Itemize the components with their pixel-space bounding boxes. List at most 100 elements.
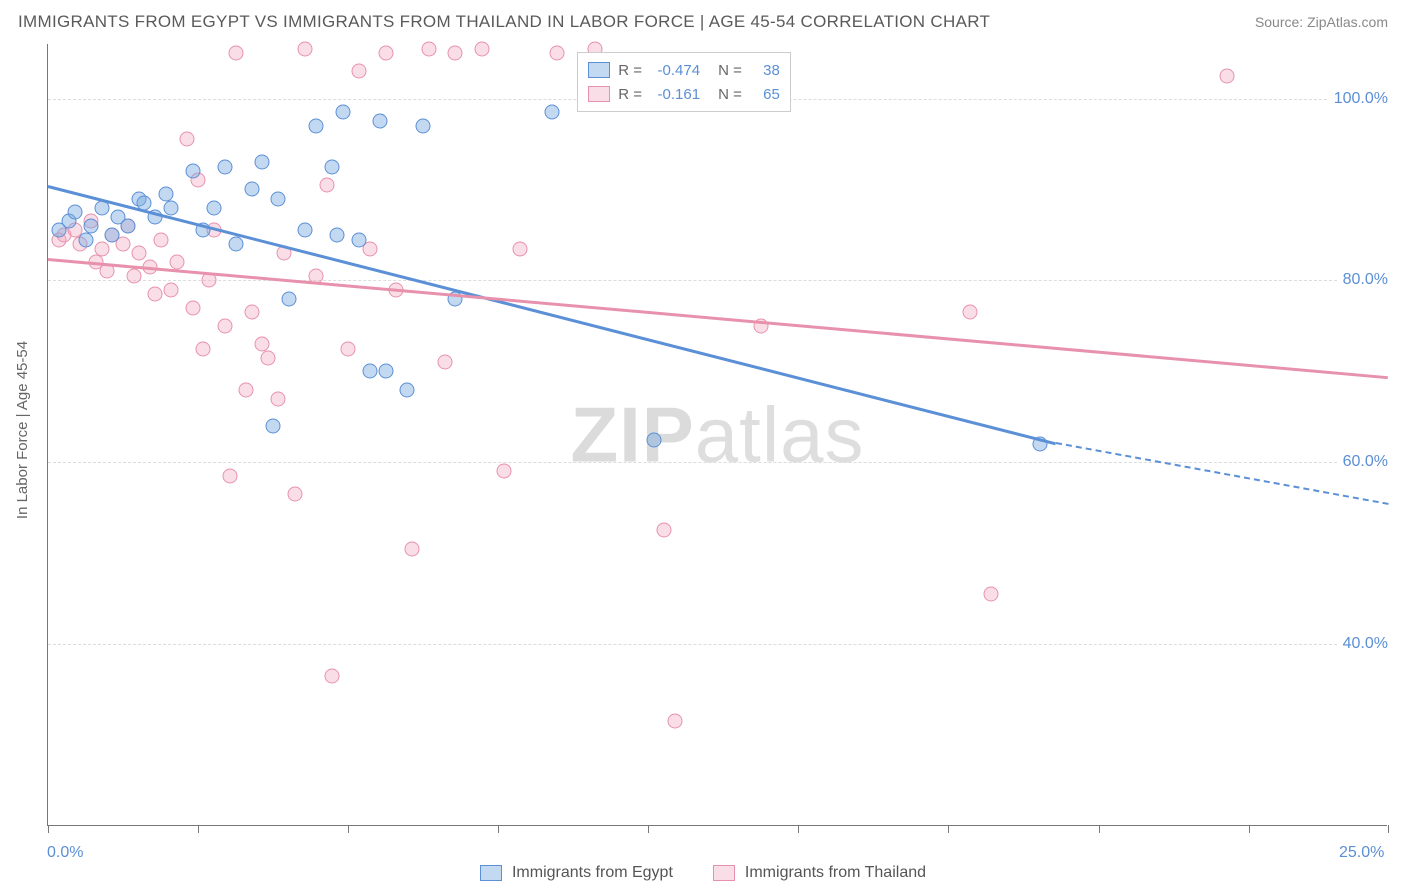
x-tick <box>348 825 349 833</box>
scatter-point <box>148 287 163 302</box>
scatter-point <box>373 114 388 129</box>
scatter-point <box>319 177 334 192</box>
chart-header: IMMIGRANTS FROM EGYPT VS IMMIGRANTS FROM… <box>0 0 1406 44</box>
legend-swatch <box>588 62 610 78</box>
stat-label: R = <box>618 86 642 103</box>
scatter-point <box>298 223 313 238</box>
scatter-point <box>228 237 243 252</box>
scatter-point <box>512 241 527 256</box>
r-value: -0.161 <box>650 86 700 103</box>
gridline <box>48 280 1387 281</box>
gridline <box>48 462 1387 463</box>
x-tick <box>648 825 649 833</box>
legend-bottom: Immigrants from Egypt Immigrants from Th… <box>0 864 1406 882</box>
scatter-point <box>341 341 356 356</box>
x-tick <box>498 825 499 833</box>
gridline <box>48 644 1387 645</box>
scatter-point <box>153 232 168 247</box>
scatter-point <box>657 523 672 538</box>
stat-label: R = <box>618 62 642 79</box>
scatter-point <box>105 227 120 242</box>
correlation-legend: R = -0.474 N = 38 R = -0.161 N = 65 <box>577 52 791 112</box>
scatter-point <box>335 105 350 120</box>
scatter-point <box>266 418 281 433</box>
scatter-point <box>244 182 259 197</box>
legend-swatch-pink <box>713 865 735 881</box>
scatter-point <box>298 41 313 56</box>
stat-label: N = <box>718 86 742 103</box>
scatter-point <box>668 714 683 729</box>
scatter-point <box>244 305 259 320</box>
scatter-point <box>185 164 200 179</box>
scatter-point <box>271 191 286 206</box>
scatter-point <box>351 64 366 79</box>
scatter-point <box>94 241 109 256</box>
scatter-point <box>164 200 179 215</box>
x-tick <box>198 825 199 833</box>
scatter-point <box>325 668 340 683</box>
legend-label-egypt: Immigrants from Egypt <box>512 864 673 882</box>
scatter-point <box>185 300 200 315</box>
scatter-point <box>196 341 211 356</box>
scatter-point <box>217 318 232 333</box>
plot-area: ZIPatlas 40.0%60.0%80.0%100.0%R =-0.474N… <box>47 44 1387 826</box>
x-axis-label-max: 25.0% <box>1339 844 1384 862</box>
scatter-point <box>239 382 254 397</box>
x-tick <box>1099 825 1100 833</box>
r-value: -0.474 <box>650 62 700 79</box>
y-tick-label: 40.0% <box>1337 635 1388 653</box>
x-tick <box>948 825 949 833</box>
scatter-point <box>180 132 195 147</box>
legend-swatch-blue <box>480 865 502 881</box>
n-value: 38 <box>750 62 780 79</box>
x-tick <box>1388 825 1389 833</box>
scatter-point <box>351 232 366 247</box>
scatter-point <box>378 364 393 379</box>
trend-line-extrapolated <box>1055 442 1388 505</box>
scatter-point <box>121 218 136 233</box>
x-tick <box>798 825 799 833</box>
legend-item-thailand: Immigrants from Thailand <box>713 864 926 882</box>
scatter-point <box>400 382 415 397</box>
scatter-point <box>78 232 93 247</box>
scatter-point <box>378 46 393 61</box>
source-label: Source: ZipAtlas.com <box>1255 14 1388 30</box>
scatter-point <box>416 118 431 133</box>
scatter-point <box>83 218 98 233</box>
scatter-point <box>271 391 286 406</box>
scatter-point <box>646 432 661 447</box>
legend-swatch <box>588 86 610 102</box>
scatter-point <box>260 350 275 365</box>
scatter-point <box>496 464 511 479</box>
scatter-point <box>132 246 147 261</box>
scatter-point <box>325 159 340 174</box>
chart-title: IMMIGRANTS FROM EGYPT VS IMMIGRANTS FROM… <box>18 12 990 32</box>
watermark: ZIPatlas <box>570 389 864 480</box>
x-axis-label-min: 0.0% <box>47 844 83 862</box>
y-tick-label: 80.0% <box>1337 271 1388 289</box>
scatter-point <box>207 200 222 215</box>
scatter-point <box>164 282 179 297</box>
scatter-point <box>287 487 302 502</box>
scatter-point <box>362 364 377 379</box>
legend-label-thailand: Immigrants from Thailand <box>745 864 926 882</box>
scatter-point <box>223 468 238 483</box>
legend-item-egypt: Immigrants from Egypt <box>480 864 673 882</box>
scatter-point <box>217 159 232 174</box>
y-tick-label: 100.0% <box>1328 90 1388 108</box>
x-tick <box>1249 825 1250 833</box>
scatter-point <box>67 205 82 220</box>
scatter-point <box>405 541 420 556</box>
correlation-row: R = -0.161 N = 65 <box>588 82 780 106</box>
scatter-point <box>255 155 270 170</box>
n-value: 65 <box>750 86 780 103</box>
scatter-point <box>475 41 490 56</box>
stat-label: N = <box>718 62 742 79</box>
scatter-point <box>421 41 436 56</box>
scatter-point <box>309 118 324 133</box>
scatter-point <box>437 355 452 370</box>
x-tick <box>48 825 49 833</box>
scatter-point <box>984 587 999 602</box>
scatter-point <box>544 105 559 120</box>
scatter-point <box>169 255 184 270</box>
